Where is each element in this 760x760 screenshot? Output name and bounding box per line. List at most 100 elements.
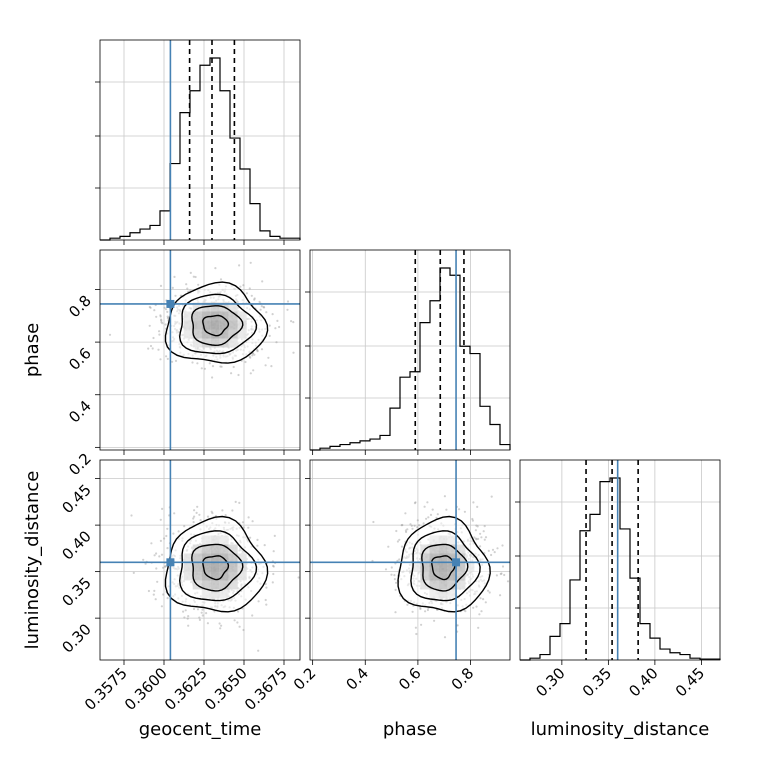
sample-point (174, 359, 178, 362)
sample-point (471, 517, 474, 521)
sample-point (496, 547, 499, 550)
hist-panel-geocent_time (95, 39, 301, 241)
contour-line (202, 314, 230, 337)
sample-point (200, 611, 203, 614)
sample-point (159, 314, 162, 317)
sample-point (260, 348, 264, 351)
sample-point (219, 278, 223, 281)
x-tick-label: 0.30 (532, 664, 568, 700)
sample-point (265, 586, 268, 589)
sample-point (413, 524, 416, 527)
histogram-step (310, 267, 511, 451)
sample-point (171, 286, 174, 289)
sample-point (164, 565, 167, 568)
sample-point (238, 501, 241, 504)
contour-line (178, 293, 258, 355)
sample-point (272, 550, 275, 553)
sample-point (165, 355, 168, 358)
sample-point (251, 520, 254, 523)
sample-point (253, 297, 256, 300)
sample-point (393, 578, 396, 581)
sample-point (268, 324, 271, 327)
sample-point (464, 610, 467, 613)
sample-point (249, 372, 252, 375)
sample-point (463, 510, 466, 513)
sample-point (130, 514, 133, 517)
sample-point (241, 521, 244, 524)
sample-point (221, 509, 224, 512)
x-tick-label: 0.3625 (161, 664, 211, 714)
sample-point (413, 502, 417, 505)
y-tick-label: 0.4 (65, 397, 95, 427)
sample-point (276, 319, 279, 322)
hist-panel-luminosity_distance (515, 459, 721, 661)
sample-point (429, 513, 433, 517)
axis-labels: geocent_time phase luminosity_distancephas… (22, 323, 709, 740)
sample-point (247, 516, 250, 519)
sample-point (414, 501, 417, 504)
sample-point (258, 300, 261, 303)
sample-point (471, 519, 474, 522)
histogram-step (520, 477, 721, 661)
sample-point (155, 315, 158, 318)
sample-point (398, 558, 401, 561)
sample-point (406, 528, 409, 531)
sample-point (431, 508, 434, 511)
sample-point (267, 356, 270, 359)
sample-point (488, 591, 491, 594)
sample-point (187, 624, 190, 627)
sample-point (152, 336, 155, 340)
contour-line (421, 543, 469, 592)
sample-point (390, 566, 393, 569)
sample-point (250, 294, 253, 297)
sample-point (456, 624, 459, 627)
sample-point (162, 566, 165, 569)
sample-point (195, 511, 198, 514)
sample-point (238, 264, 241, 267)
sample-point (154, 598, 157, 601)
contour-line (410, 530, 481, 602)
sample-point (396, 559, 399, 563)
sample-point (274, 327, 277, 330)
sample-point (158, 333, 161, 336)
x-tick-label: 0.2 (290, 664, 320, 694)
sample-point (261, 280, 264, 283)
sample-point (475, 538, 478, 541)
sample-point (501, 565, 505, 568)
sample-point (256, 538, 259, 542)
sample-point (230, 372, 233, 375)
sample-point (184, 609, 187, 612)
sample-point (249, 356, 252, 359)
sample-point (153, 589, 156, 593)
sample-point (425, 517, 428, 520)
sample-point (265, 311, 268, 314)
y-tick-label: 0.6 (65, 344, 95, 374)
x-tick-label: 0.3650 (201, 664, 251, 714)
sample-point (278, 325, 281, 329)
sample-point (404, 512, 407, 515)
sample-point (404, 529, 407, 532)
sample-point (162, 593, 165, 596)
sample-point (394, 588, 397, 592)
sample-point (231, 509, 234, 512)
sample-point (193, 515, 196, 518)
sample-point (256, 350, 259, 353)
sample-point (206, 515, 210, 518)
sample-point (263, 544, 266, 547)
sample-point (171, 360, 174, 363)
sample-point (160, 553, 164, 556)
sample-point (242, 628, 245, 632)
sample-point (433, 619, 436, 622)
sample-point (234, 500, 237, 503)
sample-point (158, 330, 161, 333)
sample-point (264, 364, 267, 367)
sample-point (194, 275, 197, 279)
x-axis-label: phase (383, 719, 437, 740)
sample-point (503, 573, 506, 577)
sample-point (245, 292, 248, 295)
sample-point (253, 298, 256, 301)
sample-point (372, 520, 375, 524)
sample-point (238, 625, 241, 628)
sample-point (186, 617, 189, 620)
